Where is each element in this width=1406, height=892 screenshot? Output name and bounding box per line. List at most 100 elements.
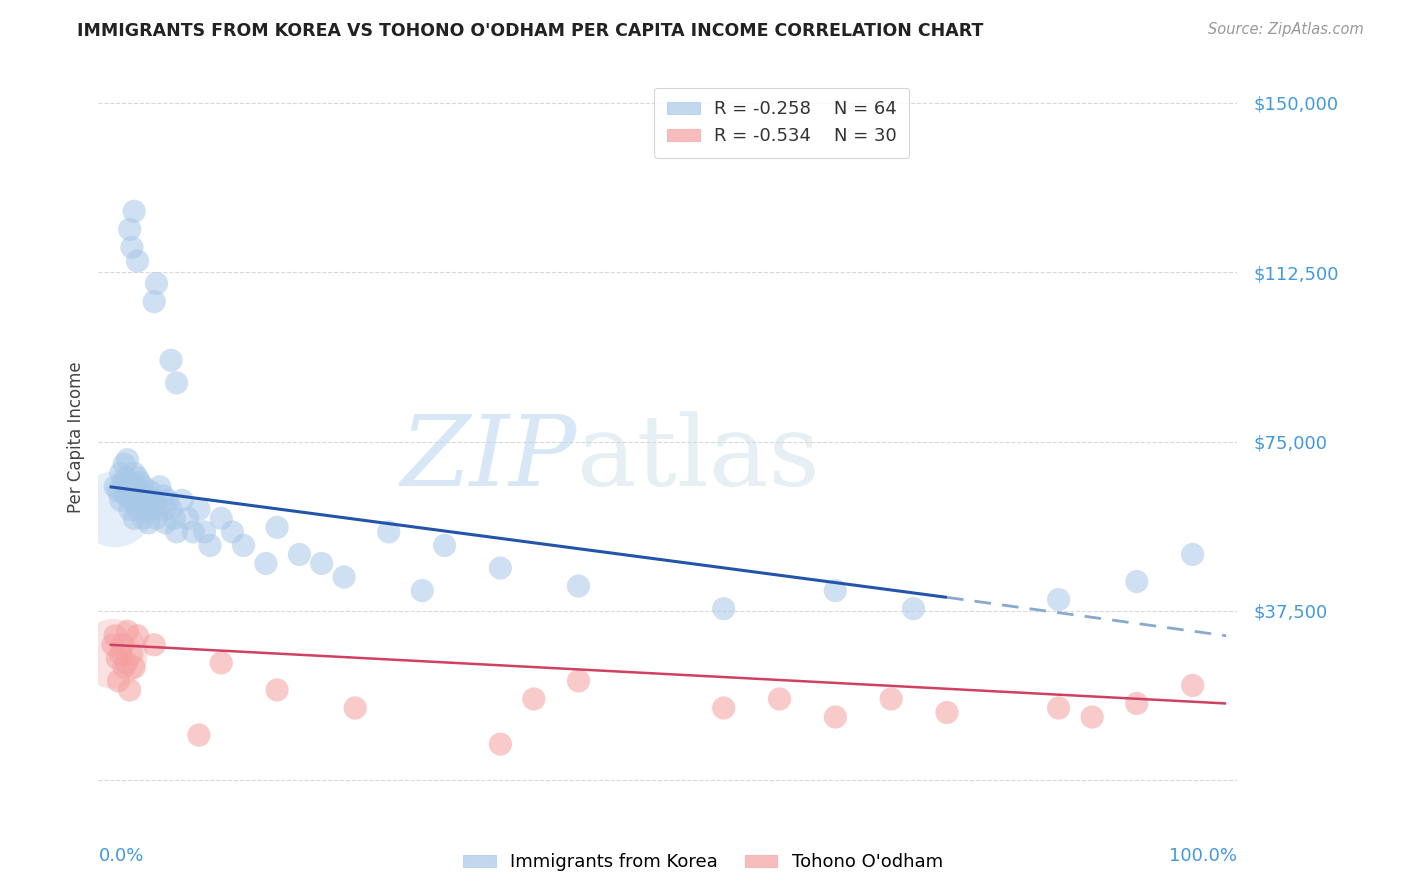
Point [121,647,143,661]
Text: atlas: atlas [576,411,820,507]
Point [232,538,254,552]
Point [198,538,221,552]
Text: Source: ZipAtlas.com: Source: ZipAtlas.com [1208,22,1364,37]
Point [101,647,124,661]
Point [122,511,145,525]
Point [127,629,149,643]
Point [311,557,333,571]
Point [1126,574,1149,589]
Text: 0.0%: 0.0% [98,847,143,864]
Point [139,484,162,499]
Point [209,511,232,525]
Point [132,511,155,525]
Point [143,493,166,508]
Point [110,466,132,480]
Point [166,376,188,390]
Point [127,254,149,268]
Point [117,452,139,467]
Legend: Immigrants from Korea, Tohono O'odham: Immigrants from Korea, Tohono O'odham [456,847,950,879]
Point [107,484,129,499]
Point [121,484,143,499]
Point [266,682,288,697]
Point [1081,710,1104,724]
Point [713,601,735,615]
Point [118,682,141,697]
Point [141,498,163,512]
Point [115,656,138,670]
Point [489,561,512,575]
Point [121,493,143,508]
Point [266,520,288,534]
Point [115,489,138,503]
Point [377,524,399,539]
Point [127,471,149,485]
Point [160,353,183,368]
Point [187,728,209,742]
Point [128,484,150,499]
Point [187,502,209,516]
Point [129,493,152,508]
Point [122,204,145,219]
Point [122,660,145,674]
Text: ZIP: ZIP [401,411,576,507]
Point [110,493,132,508]
Point [936,706,959,720]
Point [112,457,135,471]
Point [713,701,735,715]
Point [111,475,134,490]
Point [117,624,139,639]
Point [138,516,160,530]
Point [768,692,790,706]
Point [1181,548,1204,562]
Point [567,673,589,688]
Point [143,638,166,652]
Point [143,294,166,309]
Point [134,489,156,503]
Point [135,502,157,516]
Point [143,502,166,516]
Point [104,480,127,494]
Point [254,557,277,571]
Point [155,516,177,530]
Point [128,475,150,490]
Point [122,466,145,480]
Point [1047,701,1070,715]
Point [149,480,172,494]
Point [824,710,846,724]
Point [166,524,188,539]
Point [567,579,589,593]
Point [107,673,129,688]
Legend: R = -0.258    N = 64, R = -0.534    N = 30: R = -0.258 N = 64, R = -0.534 N = 30 [654,87,910,158]
Point [118,222,141,236]
Point [903,601,925,615]
Point [111,638,134,652]
Point [163,511,186,525]
Point [112,660,135,674]
Point [127,502,149,516]
Point [118,502,141,516]
Point [121,240,143,254]
Point [177,511,200,525]
Point [104,629,127,643]
Point [155,502,177,516]
Text: IMMIGRANTS FROM KOREA VS TOHONO O'ODHAM PER CAPITA INCOME CORRELATION CHART: IMMIGRANTS FROM KOREA VS TOHONO O'ODHAM … [77,22,984,40]
Point [1181,678,1204,692]
Point [489,737,512,751]
Point [152,489,174,503]
Point [523,692,546,706]
Point [411,583,433,598]
Point [156,493,179,508]
Point [1047,592,1070,607]
Point [172,493,194,508]
Point [209,656,232,670]
Point [115,471,138,485]
Point [145,277,167,291]
Point [333,570,356,584]
Y-axis label: Per Capita Income: Per Capita Income [66,361,84,513]
Point [344,701,367,715]
Point [183,524,205,539]
Point [288,548,311,562]
Point [221,524,243,539]
Point [125,480,148,494]
Point [132,480,155,494]
